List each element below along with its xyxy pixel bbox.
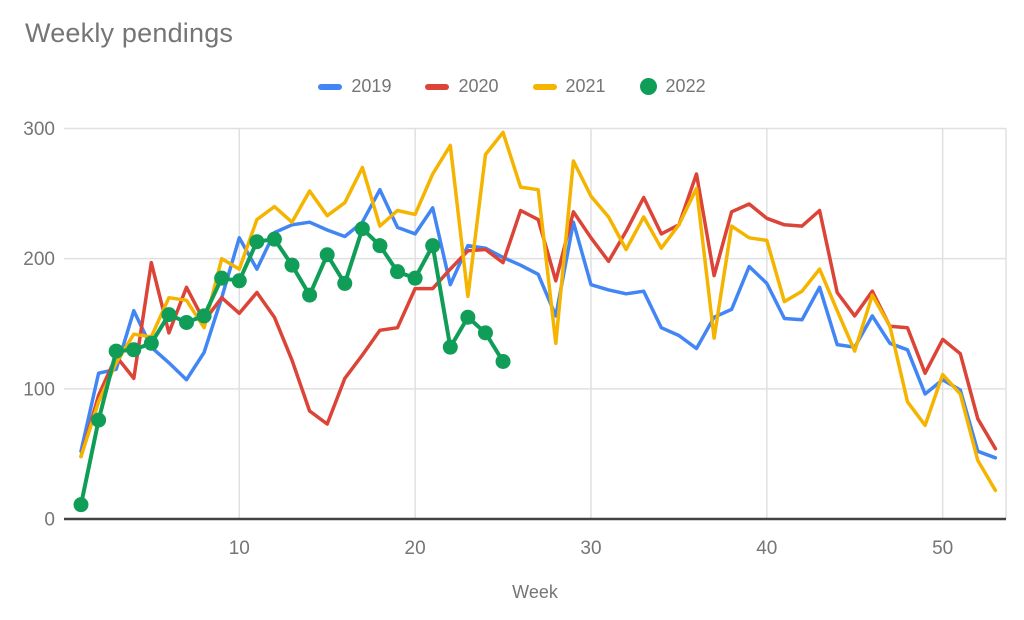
legend-swatch-2020: [425, 83, 450, 90]
legend: 2019 2020 2021 2022: [0, 76, 1024, 97]
x-tick-label-20: 20: [405, 538, 426, 559]
series-2022-point-w15: [319, 247, 335, 263]
y-tick-label-300: 300: [23, 119, 55, 140]
chart-title: Weekly pendings: [25, 18, 234, 48]
legend-swatch-2019: [318, 83, 343, 90]
series-2022-point-w22: [442, 339, 458, 355]
legend-item-2022[interactable]: 2022: [639, 76, 706, 97]
series-line-2021: [79, 130, 998, 493]
series-2022-point-w24: [477, 325, 493, 341]
series-2022-point-w25: [495, 353, 511, 369]
series-2022-point-w7: [179, 314, 195, 330]
series-2022-point-w5: [143, 335, 159, 351]
x-axis-title: Week: [512, 582, 559, 602]
legend-item-2021[interactable]: 2021: [532, 76, 606, 97]
series-2022-point-w14: [302, 287, 318, 303]
x-tick-label-10: 10: [229, 538, 250, 559]
series-line-2019: [79, 187, 998, 460]
y-tick-label-100: 100: [23, 379, 55, 400]
legend-label-2021: 2021: [565, 76, 606, 96]
series-2022-point-w9: [214, 270, 230, 286]
series-2022-point-w4: [126, 342, 142, 358]
x-tick-label-50: 50: [932, 538, 953, 559]
series-line-2020: [79, 172, 998, 459]
series-2022-point-w3: [108, 343, 124, 359]
series-2022-point-w20: [407, 270, 423, 286]
series-2022-point-w18: [372, 238, 388, 254]
series-2022-point-w17: [354, 221, 370, 237]
series-2022-point-w6: [161, 307, 177, 323]
x-tick-label-30: 30: [580, 538, 601, 559]
legend-label-2019: 2019: [351, 76, 392, 96]
series-2022-point-w10: [231, 273, 247, 289]
series-2022-point-w21: [425, 238, 441, 254]
legend-label-2020: 2020: [458, 76, 499, 96]
series-2022-point-w1: [73, 497, 89, 513]
legend-item-2019[interactable]: 2019: [318, 76, 391, 97]
y-tick-label-200: 200: [23, 249, 55, 270]
series-2022-point-w8: [196, 308, 212, 324]
series-2022-point-w19: [390, 264, 406, 280]
legend-item-2020[interactable]: 2020: [425, 76, 499, 97]
series-2022-point-w12: [266, 231, 282, 247]
legend-swatch-2021: [532, 83, 557, 90]
series-2022-point-w23: [460, 309, 476, 325]
x-tick-label-40: 40: [756, 538, 777, 559]
legend-swatch-2022: [639, 78, 657, 95]
series-2022-point-w11: [249, 234, 265, 250]
legend-label-2022: 2022: [665, 76, 706, 96]
y-tick-label-0: 0: [44, 510, 55, 531]
series-2022-point-w13: [284, 257, 300, 273]
series-2022-point-w16: [337, 275, 353, 291]
series-2022-point-w2: [91, 412, 107, 428]
